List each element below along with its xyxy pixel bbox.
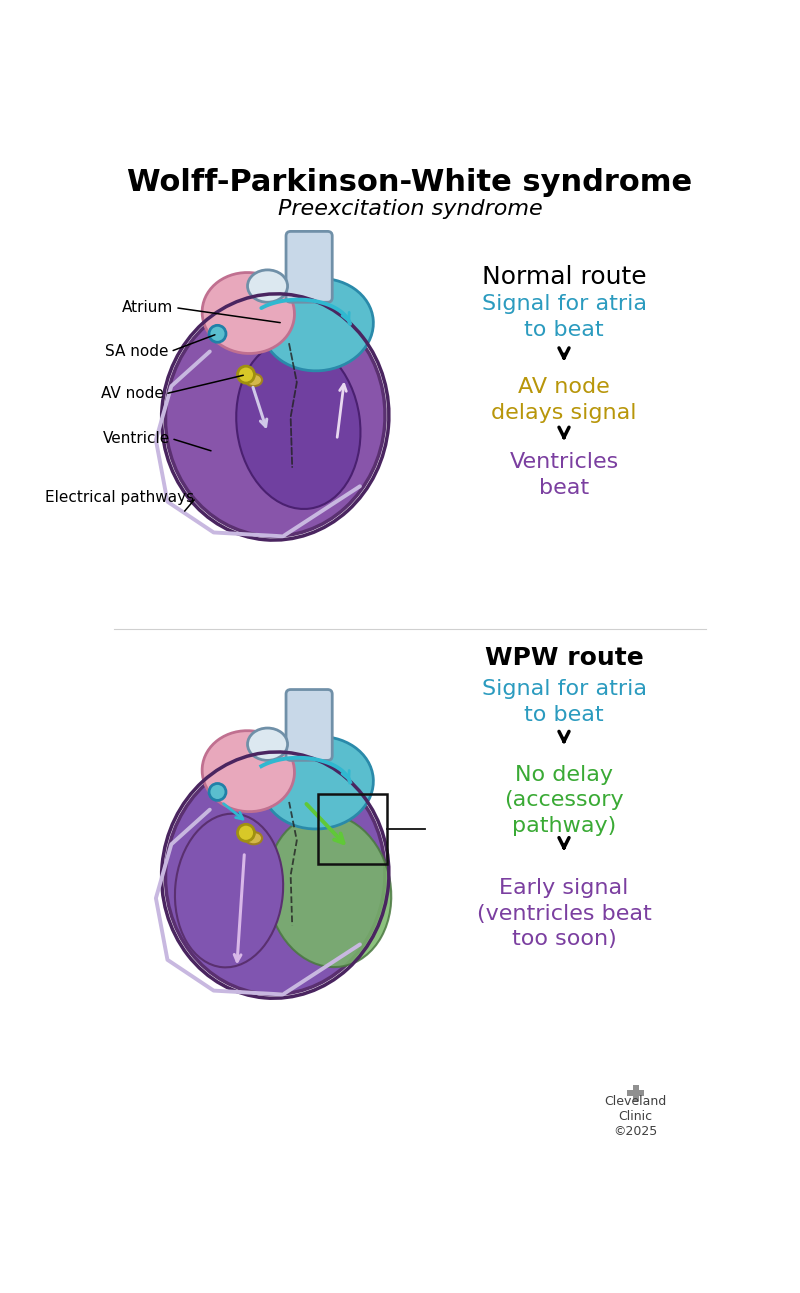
Text: Atrium: Atrium: [122, 300, 173, 315]
Ellipse shape: [246, 374, 262, 387]
FancyBboxPatch shape: [627, 1090, 644, 1096]
Text: No delay
(accessory
pathway): No delay (accessory pathway): [504, 765, 624, 837]
Text: WPW route: WPW route: [485, 646, 643, 670]
Text: Ventricle: Ventricle: [102, 431, 170, 446]
Text: Early signal
(ventricles beat
too soon): Early signal (ventricles beat too soon): [477, 878, 651, 949]
Ellipse shape: [166, 756, 385, 994]
Text: Electrical pathways: Electrical pathways: [46, 490, 194, 506]
FancyBboxPatch shape: [633, 1085, 638, 1102]
Text: SA node: SA node: [106, 344, 169, 359]
Text: Cleveland
Clinic
©2025: Cleveland Clinic ©2025: [605, 1095, 666, 1138]
Text: Signal for atria
to beat: Signal for atria to beat: [482, 679, 646, 724]
FancyBboxPatch shape: [286, 231, 332, 303]
Ellipse shape: [262, 737, 374, 829]
Circle shape: [209, 784, 226, 800]
Circle shape: [209, 326, 226, 343]
Text: Normal route: Normal route: [482, 265, 646, 288]
FancyBboxPatch shape: [286, 689, 332, 760]
Circle shape: [238, 366, 254, 383]
Ellipse shape: [247, 270, 287, 303]
Text: Wolff-Parkinson-White syndrome: Wolff-Parkinson-White syndrome: [127, 168, 693, 197]
Ellipse shape: [202, 731, 294, 812]
Ellipse shape: [267, 813, 391, 967]
Text: AV node
delays signal: AV node delays signal: [491, 378, 637, 423]
Ellipse shape: [236, 340, 361, 509]
Circle shape: [238, 825, 254, 842]
Ellipse shape: [246, 831, 262, 844]
Text: Signal for atria
to beat: Signal for atria to beat: [482, 294, 646, 340]
Text: Preexcitation syndrome: Preexcitation syndrome: [278, 199, 542, 219]
Ellipse shape: [247, 728, 287, 760]
Ellipse shape: [166, 297, 385, 537]
Text: AV node: AV node: [101, 387, 164, 401]
Text: Ventricles
beat: Ventricles beat: [510, 453, 618, 498]
Ellipse shape: [262, 278, 374, 371]
Ellipse shape: [202, 273, 294, 353]
Ellipse shape: [175, 813, 283, 967]
